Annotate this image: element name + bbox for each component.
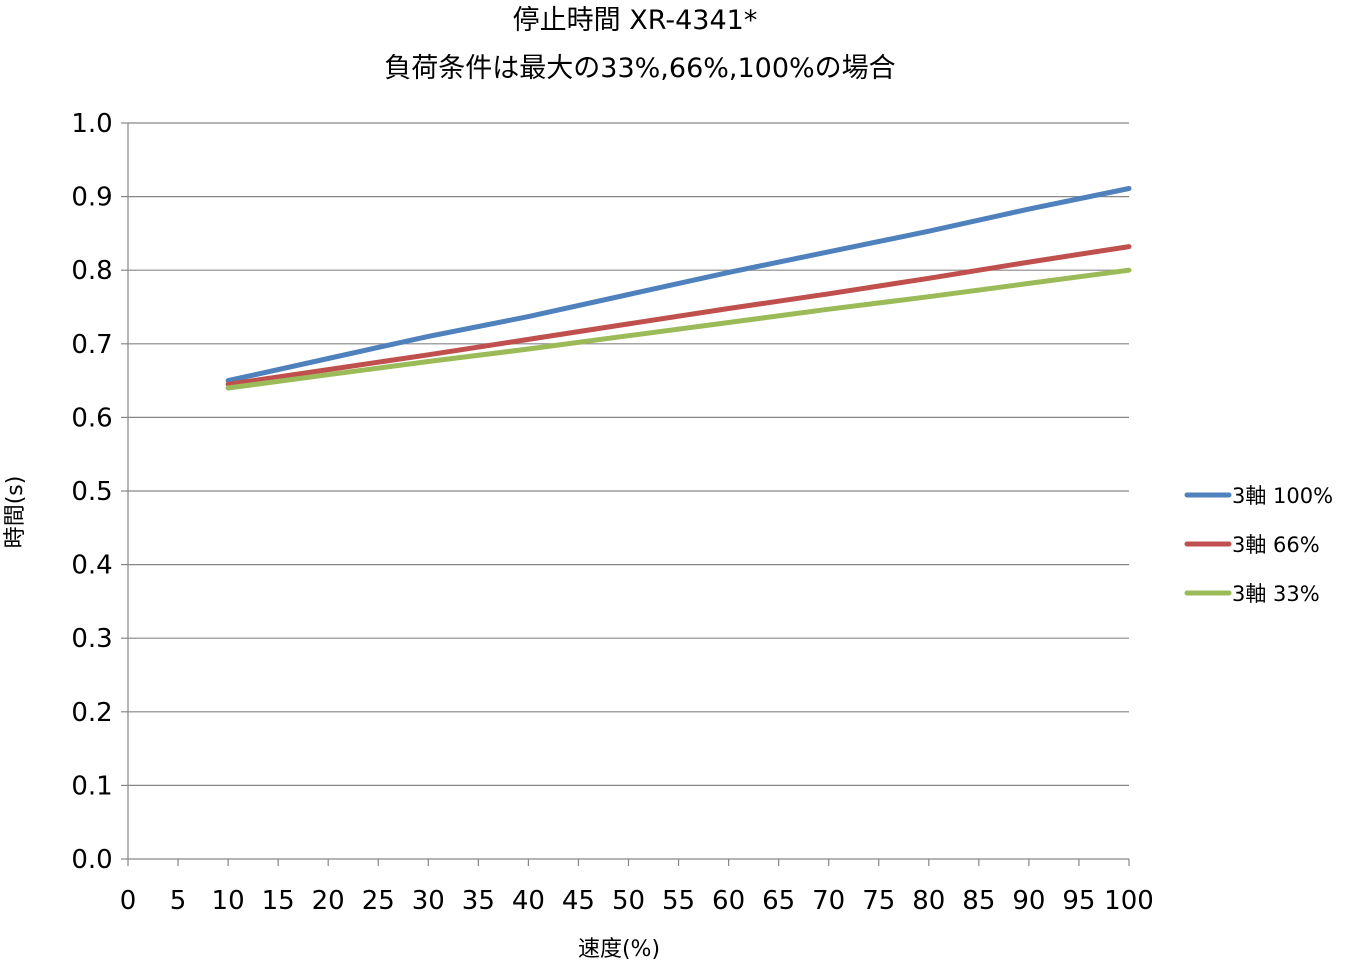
chart-subtitle: 負荷条件は最大の33%,66%,100%の場合	[384, 53, 895, 84]
x-tick-label: 95	[1062, 886, 1095, 916]
chart-title: 停止時間 XR-4341*	[513, 5, 758, 36]
legend-label: 3軸 100%	[1232, 484, 1333, 508]
y-tick-label: 0.4	[71, 551, 112, 581]
x-tick-label: 25	[362, 886, 395, 916]
y-tick-label: 0.6	[71, 403, 112, 433]
legend-item-1: 3軸 66%	[1184, 533, 1320, 557]
gridlines	[128, 122, 1129, 787]
legend-item-0: 3軸 100%	[1184, 484, 1333, 508]
x-tick-labels: 0 5 10 15 20 25 30 35 40 45 50 55 60 65 70 75 80 85 90 95 10…	[120, 886, 1154, 916]
y-tick-label: 0.2	[71, 698, 112, 728]
y-tick-label: 0.1	[71, 771, 112, 801]
x-tick-label: 85	[962, 886, 995, 916]
legend-item-2: 3軸 33%	[1184, 582, 1320, 606]
x-tick-label: 90	[1012, 886, 1045, 916]
x-tick-label: 70	[812, 886, 845, 916]
x-tick-label: 40	[512, 886, 545, 916]
series-lines	[225, 186, 1132, 391]
x-tick-label: 50	[612, 886, 645, 916]
legend-label: 3軸 66%	[1232, 533, 1320, 557]
x-tick-label: 30	[412, 886, 445, 916]
series-line-2	[225, 267, 1132, 391]
x-tick-label: 60	[712, 886, 745, 916]
y-tick-labels: 0.0 0.1 0.2 0.3 0.4 0.5 0.6 0.7 0.8 0.9 1.0	[71, 109, 112, 875]
x-tick-label: 15	[262, 886, 295, 916]
x-axis-title: 速度(%)	[578, 937, 660, 962]
y-tick-label: 0.7	[71, 330, 112, 360]
series-line-1	[225, 244, 1132, 387]
legend: 3軸 100% 3軸 66% 3軸 33%	[1184, 484, 1333, 606]
y-tick-label: 0.8	[71, 256, 112, 286]
x-tick-label: 75	[862, 886, 895, 916]
y-axis-title: 時間(s)	[3, 476, 28, 549]
series-line-0	[225, 186, 1132, 384]
x-tick-label: 45	[562, 886, 595, 916]
x-tick-label: 100	[1104, 886, 1154, 916]
x-tick-label: 55	[662, 886, 695, 916]
x-tick-label: 0	[120, 886, 137, 916]
legend-label: 3軸 33%	[1232, 582, 1320, 606]
y-tick-label: 0.0	[71, 845, 112, 875]
x-tick-label: 20	[312, 886, 345, 916]
x-tick-label: 65	[762, 886, 795, 916]
x-tick-label: 80	[912, 886, 945, 916]
x-tick-label: 10	[212, 886, 245, 916]
y-tick-label: 0.9	[71, 183, 112, 213]
y-tick-label: 1.0	[71, 109, 112, 139]
y-tick-label: 0.3	[71, 624, 112, 654]
x-tick-label: 35	[462, 886, 495, 916]
y-tick-label: 0.5	[71, 477, 112, 507]
axes	[121, 122, 1130, 866]
x-tick-label: 5	[170, 886, 187, 916]
